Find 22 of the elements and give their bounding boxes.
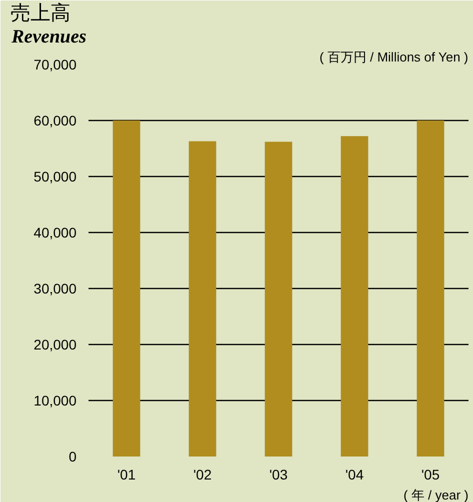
bar — [340, 136, 368, 456]
y-axis-title: ( 百万円 / Millions of Yen ) — [319, 50, 468, 64]
x-tick-label: '02 — [193, 466, 212, 482]
x-tick-label: '03 — [269, 466, 288, 482]
x-axis-title: ( 年 / year ) — [403, 488, 469, 502]
y-tick-label: 50,000 — [34, 168, 77, 184]
y-tick-label: 10,000 — [34, 392, 77, 408]
bar — [264, 142, 292, 456]
y-tick-label: 20,000 — [34, 336, 77, 352]
x-tick-label: '01 — [117, 466, 136, 482]
y-tick-label: 30,000 — [34, 280, 77, 296]
bar — [188, 141, 216, 456]
y-tick-label: 0 — [68, 448, 77, 464]
y-tick-label: 70,000 — [34, 56, 77, 72]
chart-title: 売上高 — [10, 2, 70, 24]
bar — [416, 120, 444, 456]
x-tick-label: '05 — [421, 466, 440, 482]
y-tick-label: 40,000 — [34, 224, 77, 240]
bar — [112, 120, 140, 456]
x-tick-label: '04 — [345, 466, 364, 482]
chart-subtitle: Revenues — [10, 26, 86, 48]
y-tick-label: 60,000 — [34, 112, 77, 128]
